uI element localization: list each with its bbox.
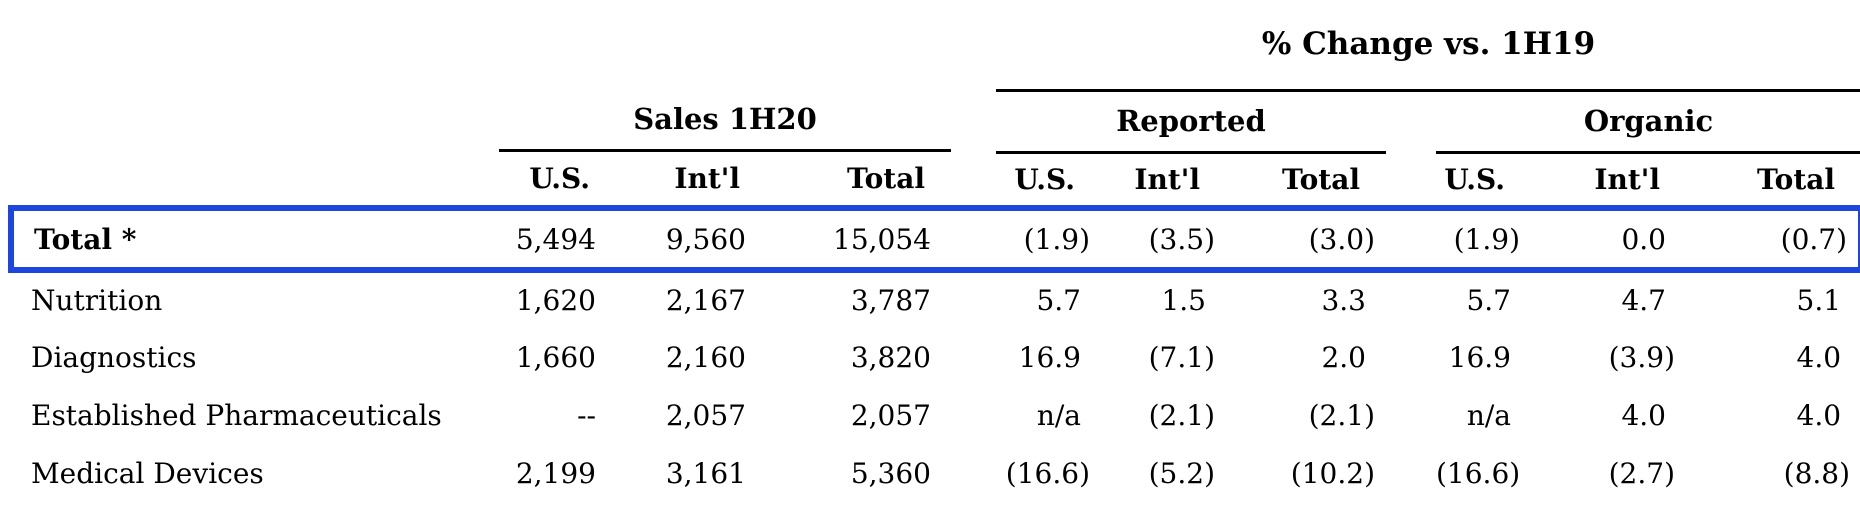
group-header-row: Sales 1H20 Reported Organic	[11, 90, 1860, 154]
table-row-diagnostics: Diagnostics 1,660 2,160 3,820 16.9 (7.1)…	[11, 328, 1860, 386]
cell-organic-us: n/a	[1466, 398, 1511, 432]
column-header-gap	[951, 152, 996, 208]
cell-organic-intl: 4.0	[1621, 398, 1666, 432]
cell-reported-us: (16.6)	[1005, 456, 1090, 490]
cell-organic-total: (0.7)	[1686, 205, 1860, 273]
table-container: % Change vs. 1H19 Sales 1H20 Reported Or…	[8, 0, 1860, 502]
col-header-reported-total: Total	[1281, 162, 1360, 196]
sales-change-table: % Change vs. 1H19 Sales 1H20 Reported Or…	[8, 0, 1860, 502]
cell-sales-total: 15,054	[766, 205, 951, 273]
cell-organic-total: 4.0	[1796, 340, 1842, 374]
cell-sales-intl: 9,560	[616, 205, 766, 273]
cell-organic-total: 5.1	[1796, 284, 1842, 317]
cell-sales-total: 5,360	[850, 456, 931, 490]
cell-gap	[951, 386, 996, 444]
cell-sales-us: 1,660	[515, 340, 596, 374]
group-header-sales-label: Sales 1H20	[499, 90, 951, 152]
table-row-medical-devices: Medical Devices 2,199 3,161 5,360 (16.6)…	[11, 444, 1860, 502]
cell-gap	[1386, 444, 1436, 502]
row-label: Medical Devices	[31, 456, 264, 490]
cell-sales-intl: 3,161	[665, 456, 746, 490]
cell-reported-us: 16.9	[1018, 340, 1081, 374]
cell-reported-intl: 1.5	[1161, 284, 1206, 317]
table-row-established-pharmaceuticals: Established Pharmaceuticals -- 2,057 2,0…	[11, 386, 1860, 444]
cell-sales-us: --	[577, 398, 596, 432]
cell-gap	[1386, 205, 1436, 273]
cell-reported-us: n/a	[1036, 398, 1081, 432]
cell-sales-total: 3,787	[850, 284, 931, 317]
cell-sales-us: 1,620	[515, 284, 596, 317]
column-header-spacer	[11, 152, 451, 208]
title-spacer	[11, 0, 996, 90]
cell-reported-intl: (5.2)	[1148, 456, 1215, 490]
group-gap	[1386, 90, 1436, 152]
cell-sales-us: 5,494	[451, 205, 616, 273]
cell-gap	[951, 205, 996, 273]
cell-sales-total: 3,820	[850, 340, 931, 374]
row-label: Nutrition	[31, 284, 163, 317]
cell-gap	[951, 270, 996, 328]
col-header-reported-us: U.S.	[1014, 162, 1075, 196]
row-label: Established Pharmaceuticals	[31, 398, 442, 432]
col-header-organic-intl: Int'l	[1594, 162, 1660, 196]
col-header-reported-intl: Int'l	[1134, 162, 1200, 196]
cell-organic-intl: 4.7	[1621, 284, 1666, 317]
cell-reported-intl: (7.1)	[1148, 340, 1215, 374]
group-header-reported: Reported	[996, 90, 1386, 154]
cell-sales-intl: 2,167	[665, 284, 746, 317]
cell-sales-us: 2,199	[515, 456, 596, 490]
cell-organic-intl: 0.0	[1531, 205, 1686, 273]
cell-gap	[1386, 328, 1436, 386]
pct-change-header: % Change vs. 1H19	[996, 0, 1860, 92]
cell-gap	[1386, 386, 1436, 444]
cell-organic-us: (16.6)	[1436, 456, 1521, 490]
cell-organic-intl: (3.9)	[1608, 340, 1675, 374]
cell-gap	[951, 444, 996, 502]
cell-reported-total: 3.3	[1321, 284, 1366, 317]
cell-sales-intl: 2,160	[665, 340, 746, 374]
cell-reported-us: 5.7	[1036, 284, 1081, 317]
group-spacer	[11, 90, 451, 152]
cell-reported-total: 2.0	[1321, 340, 1366, 374]
cell-organic-intl: (2.7)	[1608, 456, 1675, 490]
row-label: Diagnostics	[31, 340, 197, 374]
cell-reported-total: (10.2)	[1290, 456, 1375, 490]
cell-sales-intl: 2,057	[665, 398, 746, 432]
row-label: Total *	[8, 205, 451, 273]
col-header-organic-total: Total	[1757, 162, 1836, 196]
col-header-sales-total: Total	[846, 162, 925, 195]
table-row-nutrition: Nutrition 1,620 2,167 3,787 5.7 1.5 3.3 …	[11, 270, 1860, 328]
cell-gap	[951, 328, 996, 386]
cell-gap	[1386, 270, 1436, 328]
cell-organic-us: 16.9	[1448, 340, 1511, 374]
cell-reported-us: (1.9)	[996, 205, 1101, 273]
column-header-row: U.S. Int'l Total U.S. Int'l Total U.S. I…	[11, 152, 1860, 208]
cell-organic-us: (1.9)	[1436, 205, 1531, 273]
group-gap	[951, 90, 996, 152]
group-header-sales: Sales 1H20	[451, 90, 951, 152]
col-header-organic-us: U.S.	[1444, 162, 1505, 196]
cell-organic-total: (8.8)	[1783, 456, 1851, 490]
cell-reported-intl: (2.1)	[1148, 398, 1215, 432]
cell-reported-intl: (3.5)	[1101, 205, 1226, 273]
cell-sales-total: 2,057	[850, 398, 931, 432]
cell-reported-total: (3.0)	[1226, 205, 1386, 273]
col-header-sales-intl: Int'l	[674, 162, 740, 195]
cell-organic-us: 5.7	[1466, 284, 1511, 317]
group-header-organic: Organic	[1436, 90, 1860, 154]
table-row-total-highlighted: Total * 5,494 9,560 15,054 (1.9) (3.5) (…	[8, 205, 1860, 273]
column-header-gap	[1386, 152, 1436, 208]
cell-reported-total: (2.1)	[1308, 398, 1375, 432]
title-row: % Change vs. 1H19	[11, 0, 1860, 92]
col-header-sales-us: U.S.	[529, 162, 590, 195]
cell-organic-total: 4.0	[1796, 398, 1842, 432]
